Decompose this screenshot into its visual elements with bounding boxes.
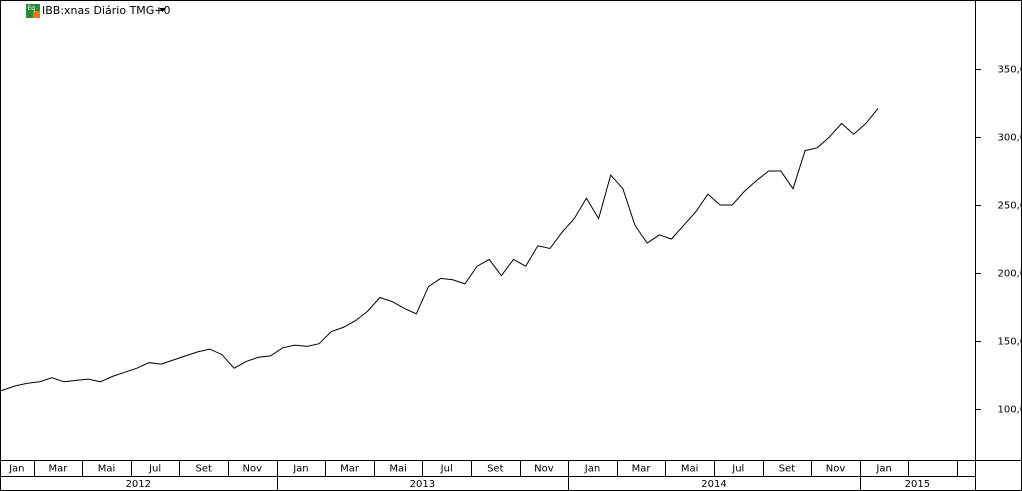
x-tick-label: Jan xyxy=(875,464,891,475)
price-line xyxy=(0,108,879,392)
x-tick-label: Mar xyxy=(340,464,360,475)
symbol-icon: Eq xyxy=(26,4,40,18)
x-tick-label: Jul xyxy=(148,464,161,475)
y-tick-label: 350,00 xyxy=(998,65,1022,76)
chart-title[interactable]: IBB:xnas Diário TMG+0 xyxy=(42,4,171,17)
x-tick-label: Mar xyxy=(48,464,68,475)
x-tick-label: Jan xyxy=(292,464,308,475)
y-tick-label: 200,00 xyxy=(998,269,1022,280)
year-label: 2015 xyxy=(905,479,930,490)
x-tick-label: Mai xyxy=(681,464,699,475)
y-tick-label: 100,00 xyxy=(998,405,1022,416)
x-tick-label: Jan xyxy=(584,464,600,475)
y-tick-label: 250,00 xyxy=(998,201,1022,212)
x-tick-label: Jul xyxy=(440,464,453,475)
year-label: 2013 xyxy=(410,479,435,490)
x-tick-label: Set xyxy=(487,464,504,475)
x-tick-label: Set xyxy=(195,464,212,475)
dropdown-arrow[interactable] xyxy=(159,8,166,12)
svg-text:Eq: Eq xyxy=(28,5,36,12)
x-tick-label: Mai xyxy=(389,464,407,475)
year-label: 2014 xyxy=(701,479,726,490)
y-tick-label: 300,00 xyxy=(998,133,1022,144)
x-tick-label: Nov xyxy=(534,464,554,475)
y-tick-label: 150,00 xyxy=(998,337,1022,348)
x-tick-label: Nov xyxy=(243,464,263,475)
x-tick-label: Jul xyxy=(731,464,744,475)
x-tick-label: Nov xyxy=(826,464,846,475)
x-tick-label: Jan xyxy=(8,464,24,475)
year-label: 2012 xyxy=(126,479,151,490)
x-tick-label: Mai xyxy=(98,464,116,475)
x-tick-label: Set xyxy=(779,464,796,475)
x-tick-label: Mar xyxy=(632,464,652,475)
